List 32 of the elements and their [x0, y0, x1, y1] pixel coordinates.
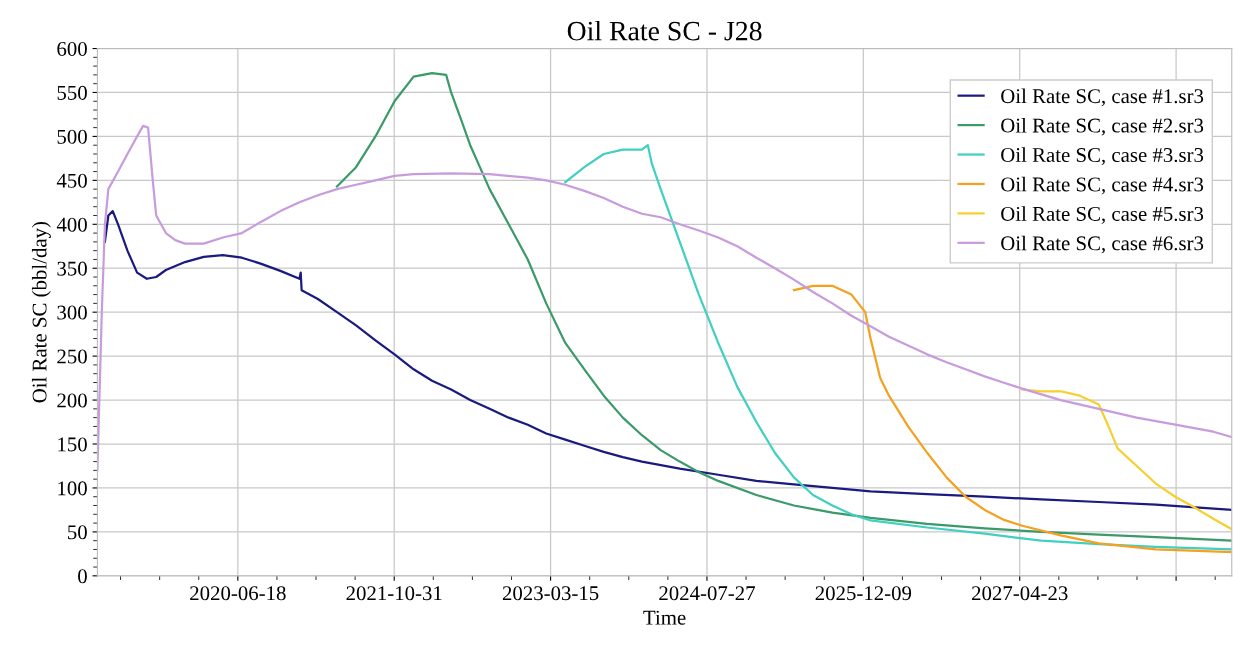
y-tick-label: 350	[57, 261, 87, 276]
x-axis-title: Time	[643, 610, 686, 625]
x-tick-label: 2025-12-09	[815, 586, 912, 601]
y-tick-label: 250	[57, 349, 87, 364]
y-tick-label: 600	[57, 41, 87, 56]
legend-label: Oil Rate SC, case #3.sr3	[1001, 147, 1204, 166]
line-series	[792, 284, 1232, 554]
x-tick-label: 2021-10-31	[346, 586, 442, 601]
legend-label: Oil Rate SC, case #5.sr3	[1001, 206, 1204, 224]
y-tick-label: 550	[57, 85, 87, 100]
y-tick-label: 500	[57, 129, 87, 144]
x-tick-label: 2027-04-23	[972, 586, 1068, 601]
y-tick-label: 200	[57, 393, 87, 408]
legend-label: Oil Rate SC, case #2.sr3	[1001, 117, 1204, 136]
legend-label: Oil Rate SC, case #4.sr3	[1001, 176, 1204, 195]
y-tick-label: 300	[57, 305, 87, 320]
y-tick-label: 0	[78, 569, 87, 584]
legend-label: Oil Rate SC, case #6.sr3	[1001, 235, 1204, 254]
legend-label: Oil Rate SC, case #1.sr3	[1001, 88, 1204, 107]
x-tick-label: 2023-03-15	[502, 586, 599, 601]
line-series	[335, 72, 1232, 542]
y-axis-title: Oil Rate SC (bbl/day)	[31, 221, 51, 403]
line-series	[1021, 388, 1232, 531]
y-tick-label: 400	[56, 217, 87, 232]
chart-title: Oil Rate SC - J28	[567, 20, 762, 41]
y-tick-label: 150	[58, 437, 87, 452]
y-tick-label: 100	[58, 481, 87, 496]
line-series	[564, 144, 1232, 551]
x-tick-label: 2024-07-27	[659, 586, 755, 601]
y-tick-label: 450	[56, 173, 87, 188]
y-tick-label: 50	[68, 525, 87, 540]
x-tick-label: 2020-06-18	[190, 586, 286, 601]
